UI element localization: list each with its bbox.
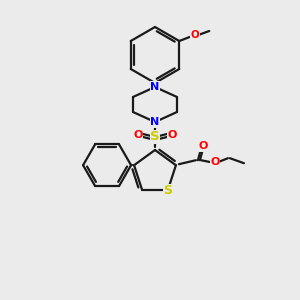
Text: O: O bbox=[133, 130, 143, 140]
Text: O: O bbox=[198, 141, 208, 151]
Text: N: N bbox=[150, 117, 160, 127]
Text: S: S bbox=[150, 130, 160, 143]
Text: O: O bbox=[191, 30, 200, 40]
Text: N: N bbox=[150, 82, 160, 92]
Text: S: S bbox=[164, 184, 172, 197]
Text: O: O bbox=[167, 130, 177, 140]
Text: O: O bbox=[210, 157, 220, 167]
